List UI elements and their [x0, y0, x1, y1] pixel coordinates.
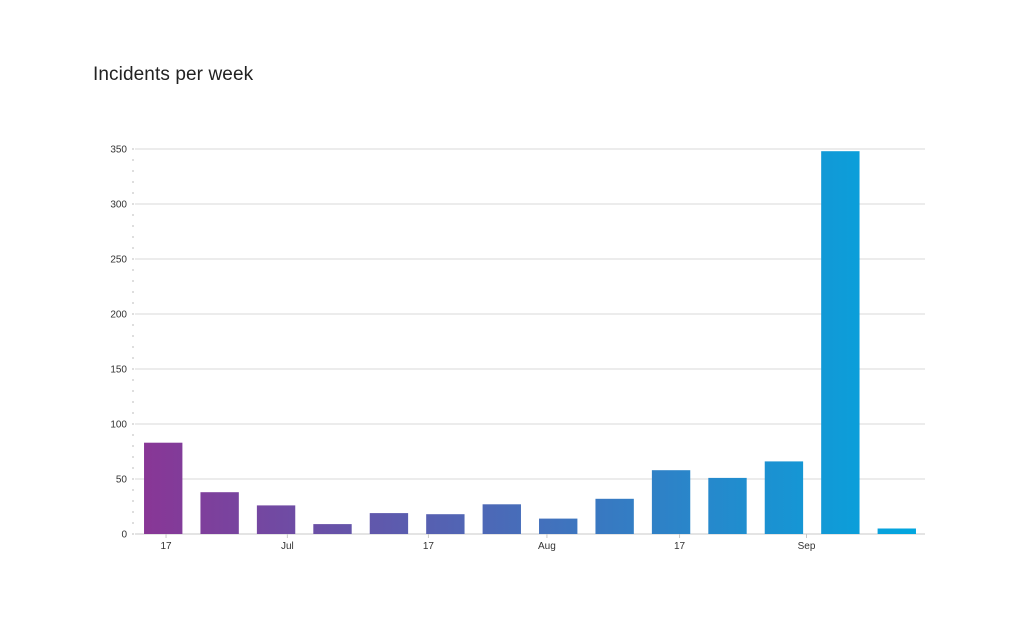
y-tick-label: 150 — [110, 365, 127, 376]
x-tick-label: 17 — [160, 541, 172, 552]
chart-title: Incidents per week — [93, 64, 254, 85]
bar — [256, 505, 296, 534]
bar — [426, 514, 465, 534]
y-tick-label: 100 — [110, 420, 127, 431]
bar — [877, 528, 916, 534]
bar — [708, 477, 747, 534]
bar — [144, 442, 183, 534]
bar — [482, 504, 521, 534]
bar — [369, 513, 409, 534]
y-tick-label: 50 — [116, 475, 128, 486]
bar — [200, 492, 239, 534]
y-tick-label: 200 — [110, 310, 127, 321]
bars — [144, 151, 916, 534]
bar — [595, 498, 634, 534]
y-tick-label: 350 — [110, 145, 127, 156]
x-tick-label: 17 — [674, 541, 686, 552]
x-tick-label: Aug — [538, 541, 556, 552]
bar — [821, 151, 860, 534]
bar — [764, 461, 804, 534]
gridlines — [135, 148, 925, 480]
y-tick-label: 0 — [121, 530, 127, 541]
y-tick-label: 300 — [110, 200, 127, 211]
bar — [651, 470, 691, 534]
y-tick-label: 250 — [110, 255, 127, 266]
x-axis: 17 Jul 17 Aug 17 Sep — [160, 534, 816, 552]
x-tick-label: Jul — [281, 541, 294, 552]
x-tick-label: 17 — [423, 541, 435, 552]
bar — [313, 524, 352, 534]
x-tick-label: Sep — [798, 541, 816, 552]
bar — [539, 518, 578, 534]
